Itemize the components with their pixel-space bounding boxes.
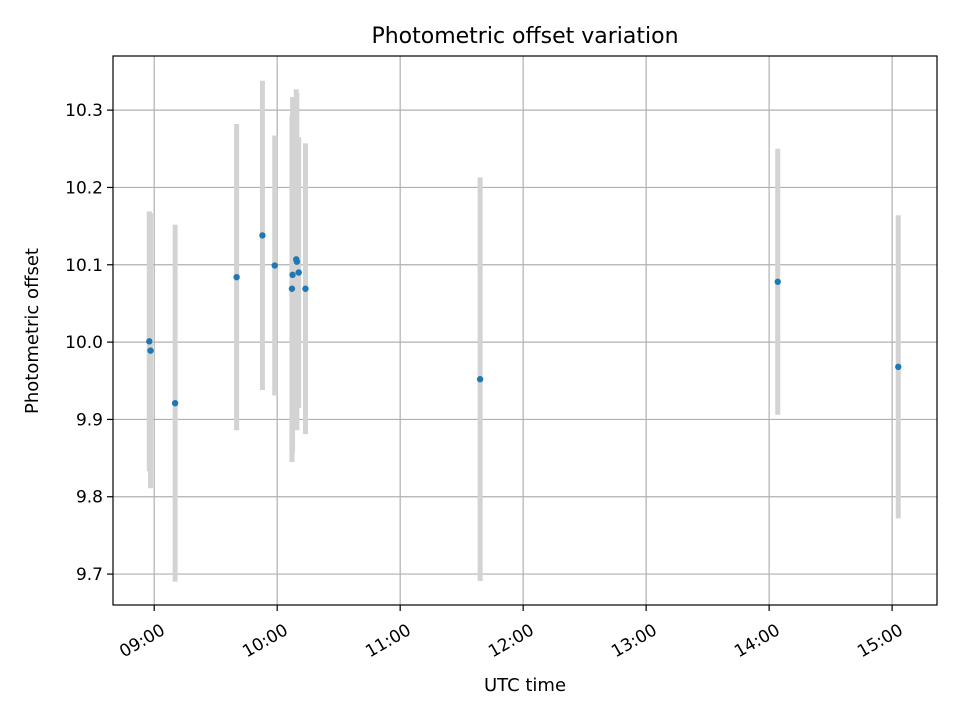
y-axis-label: Photometric offset [22, 248, 43, 414]
y-tick-label: 10.0 [65, 333, 103, 353]
y-tick-label: 10.1 [65, 256, 103, 276]
plot-frame [112, 55, 938, 606]
error-bars [146, 80, 901, 582]
data-point [774, 278, 781, 285]
x-tick-label: 12:00 [485, 620, 537, 662]
data-point [233, 273, 240, 281]
x-tick-label: 10:00 [239, 620, 291, 662]
data-point [289, 271, 296, 279]
data-point [147, 347, 154, 354]
data-point [302, 285, 309, 292]
x-tick-label: 09:00 [116, 620, 168, 662]
x-tick-label: 15:00 [854, 620, 906, 662]
x-tick-label: 13:00 [608, 620, 660, 662]
data-point [259, 232, 266, 239]
data-point [895, 363, 902, 371]
grid [113, 56, 937, 605]
chart-title: Photometric offset variation [371, 24, 678, 49]
y-axis-ticks: 9.7 9.8 9.9 10.0 10.1 10.2 10.3 [65, 101, 113, 585]
data-point [146, 338, 153, 345]
data-point [476, 376, 484, 383]
x-tick-label: 14:00 [731, 620, 783, 662]
data-point [271, 262, 278, 269]
data-points [146, 232, 902, 407]
y-tick-label: 10.3 [65, 101, 103, 121]
x-axis-ticks: 09:00 10:00 11:00 12:00 13:00 14:00 15:00 [116, 605, 907, 662]
y-tick-label: 10.2 [65, 178, 103, 198]
data-point [288, 285, 296, 292]
x-tick-label: 11:00 [362, 620, 414, 662]
data-point [293, 258, 301, 265]
x-axis-label: UTC time [484, 675, 566, 696]
data-point [171, 399, 179, 407]
y-tick-label: 9.7 [76, 565, 103, 585]
data-point [295, 269, 302, 276]
y-tick-label: 9.8 [76, 488, 103, 508]
y-tick-label: 9.9 [76, 410, 103, 430]
